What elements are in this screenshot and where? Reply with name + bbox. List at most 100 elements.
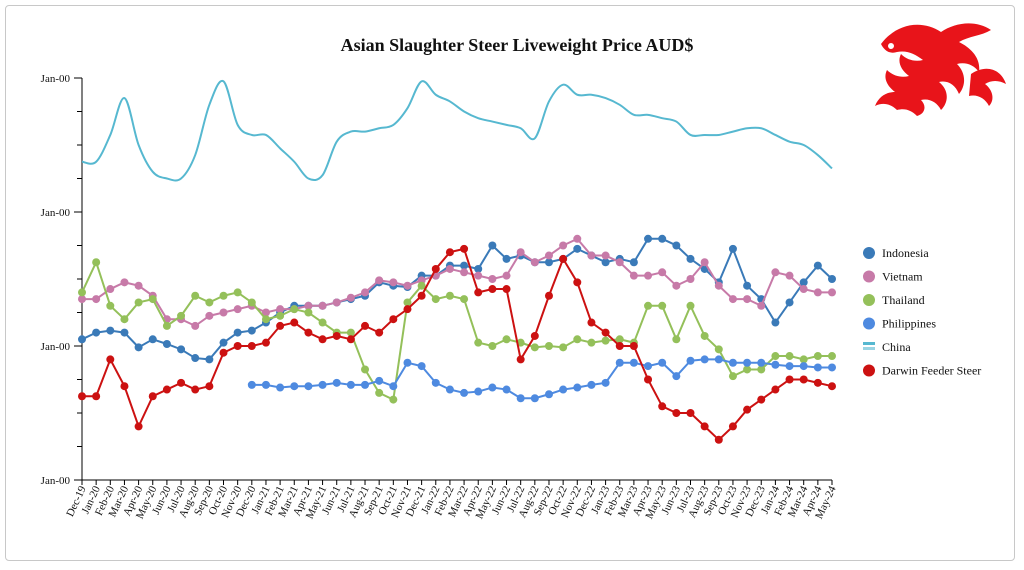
data-point: [644, 271, 653, 280]
data-point: [686, 356, 695, 365]
data-point: [728, 358, 737, 367]
data-point: [530, 343, 539, 352]
data-point: [375, 276, 384, 285]
data-point: [488, 275, 497, 283]
data-point: [700, 258, 709, 267]
legend-item: China: [863, 340, 911, 354]
data-point: [177, 378, 186, 387]
data-point: [629, 258, 638, 267]
data-point: [261, 308, 270, 317]
data-point: [78, 295, 86, 304]
chart-frame: Asian Slaughter Steer Liveweight Price A…: [5, 5, 1015, 561]
data-point: [516, 248, 525, 257]
data-point: [686, 301, 695, 310]
legend-label: Philippines: [882, 317, 936, 331]
data-point: [375, 376, 384, 385]
data-point: [134, 281, 143, 290]
data-point: [460, 295, 469, 304]
data-point: [191, 354, 200, 363]
data-point: [346, 335, 355, 344]
data-point: [219, 308, 228, 317]
data-point: [743, 281, 752, 290]
data-point: [743, 295, 752, 304]
data-point: [290, 305, 299, 314]
data-point: [389, 278, 398, 287]
data-point: [445, 385, 454, 394]
data-point: [361, 365, 370, 374]
data-point: [460, 244, 469, 253]
legend-item: Vietnam: [863, 270, 923, 284]
data-point: [276, 311, 285, 320]
data-point: [559, 385, 568, 394]
data-point: [332, 378, 341, 387]
data-point: [658, 358, 667, 367]
data-point: [559, 254, 568, 263]
y-tick-label: Jan-00: [41, 341, 71, 353]
data-point: [205, 311, 214, 320]
data-point: [361, 288, 370, 297]
data-point: [530, 331, 539, 340]
data-point: [375, 388, 384, 397]
data-point: [544, 251, 553, 260]
data-point: [743, 365, 752, 374]
data-point: [78, 288, 86, 297]
data-point: [318, 380, 327, 389]
legend-swatch: [863, 247, 875, 259]
data-point: [106, 326, 115, 335]
data-point: [106, 355, 115, 364]
data-point: [813, 363, 822, 372]
data-point: [177, 311, 186, 320]
data-point: [304, 308, 313, 317]
data-point: [587, 251, 596, 260]
data-point: [460, 388, 469, 397]
data-point: [771, 360, 780, 369]
data-point: [488, 383, 497, 392]
data-point: [276, 383, 285, 392]
data-point: [162, 385, 171, 394]
data-point: [233, 328, 242, 337]
data-point: [629, 342, 638, 350]
data-point: [644, 301, 653, 310]
data-point: [346, 380, 355, 389]
legend-swatch: [863, 347, 875, 350]
data-point: [361, 321, 370, 330]
data-point: [403, 305, 412, 314]
data-point: [828, 275, 836, 283]
data-point: [771, 268, 780, 277]
data-point: [134, 422, 143, 431]
data-point: [346, 328, 355, 337]
data-point: [516, 355, 525, 364]
series-darwin-feeder-steer: [78, 244, 836, 444]
data-point: [785, 298, 794, 307]
data-point: [120, 278, 129, 287]
data-point: [205, 382, 214, 391]
data-point: [233, 288, 242, 297]
data-point: [686, 275, 695, 283]
data-point: [134, 298, 143, 307]
data-point: [601, 328, 610, 337]
data-point: [247, 342, 256, 350]
data-point: [247, 380, 256, 389]
data-point: [813, 261, 822, 270]
data-point: [629, 358, 638, 367]
series-thailand: [78, 258, 836, 404]
data-point: [559, 343, 568, 352]
data-point: [205, 355, 214, 364]
data-point: [771, 352, 780, 361]
data-point: [78, 392, 86, 401]
data-point: [686, 254, 695, 263]
data-point: [785, 375, 794, 384]
data-point: [728, 372, 737, 381]
legend-label: Indonesia: [882, 246, 929, 260]
data-point: [573, 234, 582, 243]
data-point: [828, 288, 836, 297]
data-point: [785, 352, 794, 361]
data-point: [799, 285, 808, 294]
data-point: [728, 422, 737, 431]
data-point: [474, 387, 483, 396]
data-point: [389, 382, 398, 391]
data-point: [431, 264, 440, 273]
data-point: [474, 271, 483, 280]
y-tick-label: Jan-00: [41, 207, 71, 219]
legend: Indonesia Vietnam Thailand Philippines China…: [863, 246, 981, 378]
